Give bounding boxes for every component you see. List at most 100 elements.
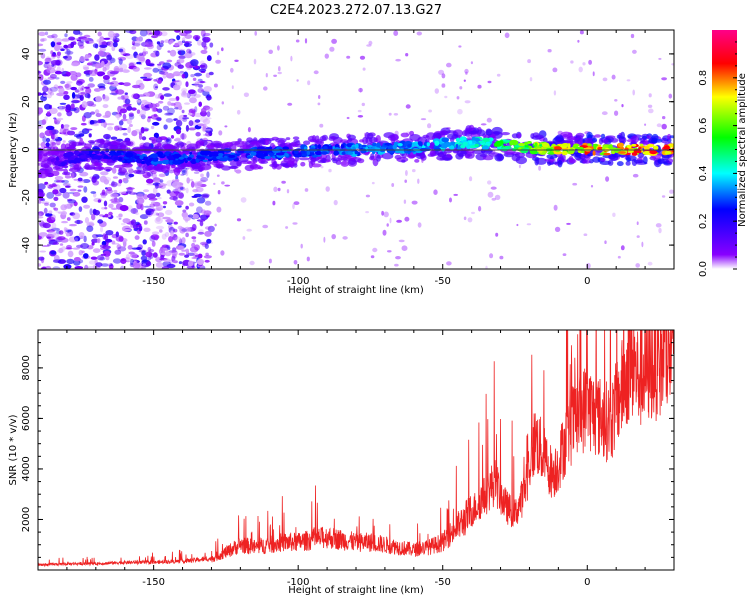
spectrogram-speckle [94, 109, 100, 114]
spectrogram-speckle [89, 69, 98, 77]
snr-xlabel: Height of straight line (km) [288, 585, 424, 596]
spectrogram-speckle [139, 214, 149, 220]
ridge-halo [631, 158, 638, 166]
spectrogram-speckle [118, 120, 124, 126]
spectrogram-speckle [281, 180, 286, 184]
spectrogram-speckle [382, 229, 387, 236]
spectrogram-speckle [96, 238, 101, 244]
ridge-core [399, 148, 404, 154]
spectrogram-speckle [120, 51, 126, 56]
spectrogram-speckle [53, 117, 57, 120]
spectrogram-speckle [181, 170, 187, 175]
spectrogram-speckle [304, 38, 308, 44]
y-tick-label: 8000 [21, 355, 32, 380]
ridge-core [608, 144, 613, 149]
ridge-halo [594, 134, 602, 138]
spectrogram-speckle [130, 219, 137, 226]
spectrogram-speckle [121, 118, 128, 122]
ridge-halo [390, 133, 399, 141]
spectrogram-speckle [194, 244, 200, 251]
spectrogram-speckle [169, 191, 178, 198]
spectrogram-speckle [457, 108, 463, 115]
spectrogram-speckle [86, 100, 95, 107]
ridge-core [247, 156, 252, 159]
spectrogram-speckle [216, 206, 222, 213]
spectrogram-speckle [630, 33, 635, 39]
spectrogram-speckle [47, 88, 53, 95]
spectrogram-speckle [172, 234, 178, 241]
spectrogram-speckle [85, 87, 92, 95]
spectrogram-speckle [111, 167, 117, 174]
spectrogram-speckle [60, 124, 64, 129]
spectrogram-speckle [586, 262, 591, 269]
spectrogram-speckle [76, 80, 83, 86]
spectrogram-speckle [365, 194, 370, 198]
spectrogram-speckle [90, 256, 98, 260]
spectrogram-speckle [403, 199, 407, 204]
spectrogram-speckle [131, 40, 136, 46]
spectrogram-speckle [175, 96, 180, 101]
ridge-halo [282, 164, 290, 168]
spectrogram-speckle [359, 55, 366, 60]
spectrogram-speckle [318, 95, 321, 99]
spectrogram-speckle [268, 49, 274, 54]
ridge-halo [249, 163, 259, 169]
spectrogram-speckle [64, 83, 70, 89]
spectrogram-speckle [133, 51, 139, 59]
spectrogram-speckle [84, 217, 90, 224]
spectrogram-speckle [116, 244, 122, 250]
spectrogram-speckle [185, 205, 189, 210]
spectrogram-speckle [632, 173, 639, 178]
spectrogram-speckle [168, 170, 174, 174]
spectrogram-speckle [38, 43, 44, 47]
ridge-halo [400, 132, 410, 138]
spectrogram-speckle [178, 192, 184, 199]
spectrogram-speckle [118, 179, 123, 184]
spectrogram-speckle [119, 105, 126, 110]
spectrogram-speckle [42, 222, 51, 229]
ridge-halo [436, 155, 447, 161]
spectrogram-speckle [202, 118, 211, 125]
spectrogram-speckle [162, 105, 170, 111]
spectrogram-speckle [458, 45, 462, 48]
spectrogram-speckle [103, 37, 111, 40]
spectrogram-speckle [464, 68, 469, 74]
spectrogram-speckle [192, 252, 199, 259]
spectrogram-speckle [147, 117, 151, 123]
spectrogram-speckle [140, 76, 148, 79]
ridge-core [482, 145, 489, 150]
spectrogram-speckle [69, 212, 76, 216]
spectrogram-speckle [150, 211, 159, 216]
spectrogram-speckle [61, 38, 70, 42]
spectrogram-speckle [166, 189, 171, 194]
spectrogram-speckle [75, 72, 82, 78]
spectrogram-speckle [197, 231, 205, 235]
ridge-halo [555, 134, 564, 143]
spectrogram-speckle [191, 223, 197, 231]
ridge-halo [381, 152, 394, 160]
spectrogram-speckle [62, 128, 71, 136]
spectrogram-speckle [67, 250, 74, 258]
spectrogram-speckle [395, 256, 401, 260]
ridge-core [444, 142, 452, 147]
spectrogram-speckle [157, 79, 162, 84]
spectrogram-speckle [66, 49, 71, 56]
spectrogram-speckle [51, 222, 57, 229]
spectrogram-speckle [611, 74, 616, 80]
spectrogram-speckle [272, 200, 276, 206]
ridge-halo [186, 143, 199, 150]
spectrogram-speckle [46, 93, 52, 99]
spectrogram-speckle [165, 118, 174, 123]
ridge-halo [98, 143, 109, 149]
ridge-core [376, 142, 381, 148]
spectrogram-speckle [166, 59, 173, 63]
spectrogram-speckle [144, 128, 149, 132]
spectrogram-speckle [45, 213, 53, 217]
spectrogram-speckle [203, 255, 212, 259]
ridge-core [272, 156, 276, 159]
spectrogram-speckle [161, 233, 167, 240]
spectrogram-speckle [329, 46, 335, 52]
spectrogram-speckle [145, 251, 153, 258]
spectrogram-speckle [165, 112, 174, 116]
spectrogram-speckle [441, 83, 446, 88]
